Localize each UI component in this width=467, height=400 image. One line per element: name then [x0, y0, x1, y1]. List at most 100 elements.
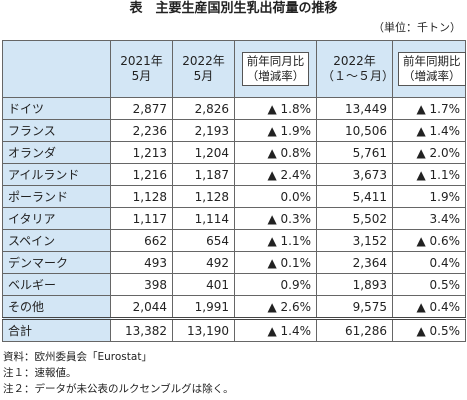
cell: ▲ 2.4% [234, 163, 317, 186]
cell: 13,382 [110, 317, 173, 342]
note: 注１：速報値。 [3, 367, 77, 379]
header-box: 前年同期比 （増減率） [398, 52, 466, 86]
cell: 1.9% [392, 185, 466, 208]
title: 表 主要生産国別生乳出荷量の推移 [129, 1, 338, 16]
cell: 2,044 [110, 295, 173, 319]
table-row: イタリア 1,117 1,114 ▲ 0.3% 5,502 3.4% [2, 207, 466, 230]
cell: ▲ 2.6% [234, 295, 317, 319]
column-header: 前年同期比 （増減率） [392, 40, 466, 98]
table-row: フランス 2,236 2,193 ▲ 1.9% 10,506 ▲ 1.4% [2, 119, 466, 142]
table-row: デンマーク 493 492 ▲ 0.1% 2,364 0.4% [2, 251, 466, 274]
header-line: 5月 [131, 69, 152, 83]
cell: 1,128 [172, 185, 235, 208]
cell: 1,216 [110, 163, 173, 186]
cell: ▲ 1.9% [234, 119, 317, 142]
header-row: 2021年 5月 2022年 5月 前年同月比 （増減率） 2022年 （１～５月） 前年同期比… [2, 40, 466, 98]
row-label: ドイツ [2, 97, 111, 120]
notes: 資料：欧州委員会「Eurostat」 注１：速報値。注２：データが未公表のルクセン… [3, 349, 234, 397]
row-label: オランダ [2, 141, 111, 164]
cell: ▲ 0.8% [234, 141, 317, 164]
row-label: ポーランド [2, 185, 111, 208]
cell: 13,190 [172, 317, 235, 342]
cell: 2,826 [172, 97, 235, 120]
cell: 9,575 [316, 295, 393, 319]
cell: 492 [172, 251, 235, 274]
cell: 61,286 [316, 317, 393, 342]
cell: ▲ 1.8% [234, 97, 317, 120]
cell: 3.4% [392, 207, 466, 230]
table-row: ベルギー 398 401 0.9% 1,893 0.5% [2, 273, 466, 296]
cell: ▲ 2.0% [392, 141, 466, 164]
cell: 5,502 [316, 207, 393, 230]
row-label: フランス [2, 119, 111, 142]
column-header: 前年同月比 （増減率） [234, 40, 317, 98]
table-row: オランダ 1,213 1,204 ▲ 0.8% 5,761 ▲ 2.0% [2, 141, 466, 164]
table: 2021年 5月 2022年 5月 前年同月比 （増減率） 2022年 （１～５月） 前年同期比… [2, 40, 466, 342]
cell: 10,506 [316, 119, 393, 142]
cell: ▲ 0.6% [392, 229, 466, 252]
header-line: 2022年 [333, 54, 376, 68]
cell: 493 [110, 251, 173, 274]
cell: ▲ 1.4% [392, 119, 466, 142]
table-row: アイルランド 1,216 1,187 ▲ 2.4% 3,673 ▲ 1.1% [2, 163, 466, 186]
column-header: 2022年 5月 [172, 40, 235, 98]
header-box: 前年同月比 （増減率） [241, 52, 310, 86]
header-line: 前年同月比 [246, 54, 305, 68]
column-header: 2022年 （１～５月） [316, 40, 395, 98]
table-row: 合計 13,382 13,190 ▲ 1.4% 61,286 ▲ 0.5% [2, 317, 466, 342]
row-label: イタリア [2, 207, 111, 230]
header-line: （増減率） [246, 69, 305, 83]
cell: 5,411 [316, 185, 393, 208]
cell: 398 [110, 273, 173, 296]
cell: ▲ 0.4% [392, 295, 466, 319]
header-line: 2021年 [120, 54, 163, 68]
cell: 0.0% [234, 185, 317, 208]
cell: 5,761 [316, 141, 393, 164]
cell: 1,893 [316, 273, 393, 296]
cell: 1,187 [172, 163, 235, 186]
cell: ▲ 1.1% [234, 229, 317, 252]
cell: 0.4% [392, 251, 466, 274]
table-row: ドイツ 2,877 2,826 ▲ 1.8% 13,449 ▲ 1.7% [2, 97, 466, 120]
cell: 401 [172, 273, 235, 296]
row-label: その他 [2, 295, 111, 319]
row-label: アイルランド [2, 163, 111, 186]
cell: 654 [172, 229, 235, 252]
cell: 1,128 [110, 185, 173, 208]
cell: ▲ 1.1% [392, 163, 466, 186]
header-line: （１～５月） [322, 69, 395, 83]
cell: ▲ 0.3% [234, 207, 317, 230]
cell: ▲ 1.4% [234, 317, 317, 342]
row-label: ベルギー [2, 273, 111, 296]
cell: ▲ 1.7% [392, 97, 466, 120]
header-line: 前年同期比 [403, 54, 461, 68]
row-label: デンマーク [2, 251, 111, 274]
cell: 0.5% [392, 273, 466, 296]
cell: 3,673 [316, 163, 393, 186]
table-row: スペイン 662 654 ▲ 1.1% 3,152 ▲ 0.6% [2, 229, 466, 252]
row-label: スペイン [2, 229, 111, 252]
cell: 2,877 [110, 97, 173, 120]
header-line: （増減率） [403, 69, 461, 83]
cell: 1,991 [172, 295, 235, 319]
cell: ▲ 0.1% [234, 251, 317, 274]
cell: 662 [110, 229, 173, 252]
cell: ▲ 0.5% [392, 317, 466, 342]
note: 資料：欧州委員会「Eurostat」 [3, 351, 152, 363]
cell: 1,117 [110, 207, 173, 230]
cell: 1,213 [110, 141, 173, 164]
cell: 13,449 [316, 97, 393, 120]
table-row: ポーランド 1,128 1,128 0.0% 5,411 1.9% [2, 185, 466, 208]
cell: 1,204 [172, 141, 235, 164]
note: 注２：データが未公表のルクセンブルグは除く。 [3, 383, 234, 395]
cell: 2,364 [316, 251, 393, 274]
cell: 2,193 [172, 119, 235, 142]
unit: （単位：千トン） [373, 21, 461, 34]
header-line: 2022年 [182, 54, 225, 68]
cell: 1,114 [172, 207, 235, 230]
row-label: 合計 [2, 317, 111, 342]
column-header [2, 40, 111, 98]
column-header: 2021年 5月 [110, 40, 173, 98]
cell: 2,236 [110, 119, 173, 142]
